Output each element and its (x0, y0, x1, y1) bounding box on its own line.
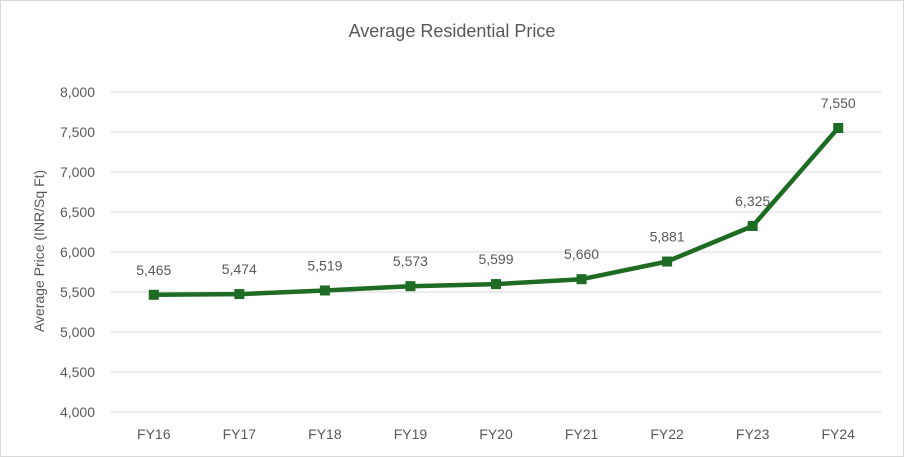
x-tick-label: FY17 (223, 426, 257, 442)
y-axis-title: Average Price (INR/Sq Ft) (31, 170, 47, 332)
data-label: 6,325 (735, 193, 770, 209)
x-tick-label: FY20 (479, 426, 513, 442)
data-label: 7,550 (821, 95, 856, 111)
x-tick-label: FY22 (650, 426, 684, 442)
data-point-marker (747, 221, 758, 231)
data-label: 5,519 (307, 257, 342, 273)
series-markers (148, 123, 844, 300)
data-point-marker (833, 123, 844, 133)
data-label: 5,599 (478, 251, 513, 267)
y-tick-label: 7,500 (60, 124, 95, 140)
y-tick-label: 8,000 (60, 84, 95, 100)
data-point-marker (491, 279, 501, 290)
y-tick-label: 4,500 (60, 364, 95, 380)
data-point-marker (405, 281, 416, 292)
data-label: 5,573 (393, 253, 428, 269)
y-tick-label: 7,000 (60, 164, 95, 180)
y-axis-ticks: 4,000 4,500 5,000 5,500 6,000 6,500 7,000 7,500… (60, 84, 95, 420)
chart-title: Average Residential Price (349, 21, 556, 41)
y-tick-label: 6,000 (60, 244, 95, 260)
x-axis-ticks: FY16 FY17 FY18 FY19 FY20 FY21 FY22 FY23 FY24 (137, 426, 855, 442)
data-label: 5,465 (136, 262, 171, 278)
data-label: 5,660 (564, 246, 599, 262)
data-point-marker (234, 289, 245, 300)
data-point-marker (662, 256, 673, 267)
data-point-marker (148, 289, 159, 300)
x-tick-label: FY21 (565, 426, 599, 442)
y-tick-label: 5,500 (60, 284, 95, 300)
x-tick-label: FY18 (308, 426, 342, 442)
x-tick-label: FY23 (736, 426, 770, 442)
data-label: 5,881 (650, 229, 685, 245)
data-point-marker (319, 285, 330, 296)
data-point-marker (576, 274, 587, 285)
y-tick-label: 4,000 (60, 404, 95, 420)
y-tick-label: 6,500 (60, 204, 95, 220)
y-tick-label: 5,000 (60, 324, 95, 340)
x-tick-label: FY19 (394, 426, 428, 442)
x-tick-label: FY24 (821, 426, 855, 442)
data-labels: 5,465 5,474 5,519 5,573 5,599 5,660 5,881 6,325… (136, 95, 856, 278)
x-tick-label: FY16 (137, 426, 171, 442)
data-label: 5,474 (222, 261, 257, 277)
